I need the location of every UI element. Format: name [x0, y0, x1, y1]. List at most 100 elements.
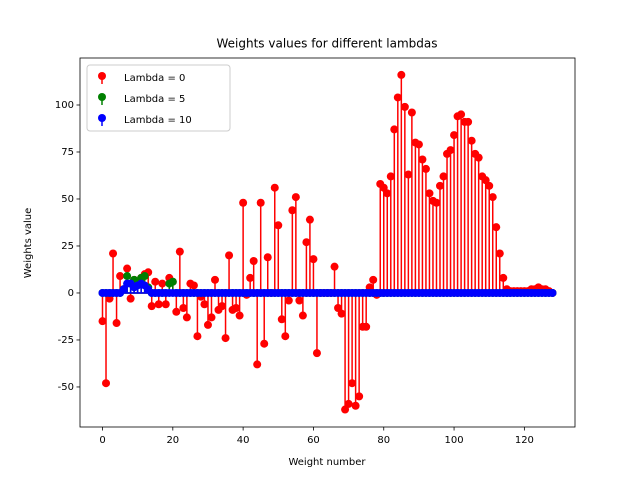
marker [154, 300, 163, 309]
marker [495, 249, 504, 258]
marker [295, 296, 304, 305]
marker [432, 198, 441, 207]
marker [309, 255, 318, 264]
legend-frame [86, 64, 231, 132]
x-tick-label: 60 [307, 435, 320, 446]
x-tick-label: 100 [445, 435, 464, 446]
x-tick-label: 0 [99, 435, 105, 446]
y-tick-label: 100 [55, 100, 74, 111]
marker [464, 117, 473, 126]
marker [253, 360, 262, 369]
marker [291, 193, 300, 202]
x-axis-label: Weight number [288, 457, 366, 468]
plot-area [98, 70, 557, 414]
marker [239, 198, 248, 207]
marker [425, 189, 434, 198]
y-tick-label: -50 [58, 382, 74, 393]
marker [102, 379, 111, 388]
marker [407, 108, 416, 117]
marker [446, 146, 455, 155]
marker [246, 273, 255, 282]
marker [161, 300, 170, 309]
marker [221, 334, 230, 343]
marker [168, 277, 177, 286]
marker [337, 309, 346, 318]
marker [263, 253, 272, 262]
marker [302, 238, 311, 247]
marker [414, 140, 423, 149]
marker [256, 198, 265, 207]
marker [305, 215, 314, 224]
marker [277, 315, 286, 324]
marker [98, 317, 107, 326]
legend: Lambda = 0 Lambda = 5 Lambda = 10 [86, 64, 231, 132]
marker [397, 70, 406, 79]
marker [499, 273, 508, 282]
marker [203, 320, 212, 329]
marker [436, 181, 444, 190]
marker [288, 206, 297, 215]
x-tick-label: 20 [166, 435, 179, 446]
marker [386, 172, 395, 181]
legend-marker [98, 114, 106, 122]
marker [418, 155, 427, 164]
marker [112, 319, 121, 328]
marker [348, 379, 357, 388]
y-tick-label: 0 [68, 288, 74, 299]
marker [123, 264, 132, 273]
marker [172, 307, 181, 316]
marker [126, 294, 135, 303]
marker [485, 181, 494, 190]
marker [474, 153, 483, 162]
legend-marker [98, 72, 106, 80]
legend-label: Lambda = 5 [124, 94, 185, 105]
marker [109, 249, 118, 258]
marker [369, 275, 378, 284]
marker [330, 262, 339, 271]
marker [362, 322, 371, 331]
marker [140, 272, 149, 281]
marker [393, 93, 402, 102]
marker [189, 281, 198, 290]
marker [450, 131, 459, 140]
y-tick-label: 50 [61, 194, 74, 205]
y-axis-label: Weights value [23, 208, 34, 279]
marker [467, 136, 476, 145]
chart-title: Weights values for different lambdas [216, 37, 437, 51]
y-tick-label: 25 [61, 241, 74, 252]
marker [298, 311, 307, 320]
marker [147, 302, 156, 311]
marker [235, 311, 244, 320]
marker [457, 110, 466, 119]
marker [211, 275, 219, 284]
marker [344, 399, 353, 408]
marker [355, 392, 364, 401]
marker [492, 223, 501, 232]
marker [232, 304, 241, 313]
marker [383, 189, 392, 198]
marker [390, 125, 399, 134]
marker [312, 349, 321, 358]
y-tick-label: -25 [58, 335, 74, 346]
marker [439, 172, 448, 181]
y-tick-label: 75 [61, 147, 74, 158]
legend-label: Lambda = 10 [124, 115, 192, 126]
marker [182, 313, 191, 322]
marker [158, 279, 167, 288]
x-tick-label: 120 [515, 435, 534, 446]
legend-marker [98, 93, 106, 101]
x-tick-label: 40 [237, 435, 250, 446]
marker [400, 102, 409, 111]
x-tick-label: 80 [377, 435, 390, 446]
marker [488, 193, 497, 202]
marker [175, 247, 184, 256]
marker [548, 288, 557, 297]
marker [207, 313, 216, 322]
marker [404, 170, 413, 179]
marker [274, 221, 283, 230]
marker [281, 332, 290, 341]
marker [179, 304, 188, 313]
marker [123, 272, 132, 281]
marker [284, 296, 293, 305]
